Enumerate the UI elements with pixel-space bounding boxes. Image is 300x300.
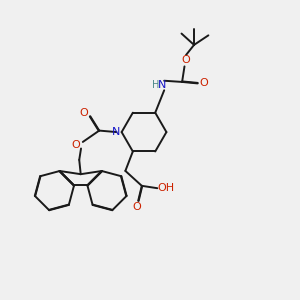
Text: N: N xyxy=(158,80,166,90)
Text: OH: OH xyxy=(157,183,174,193)
Text: O: O xyxy=(182,56,190,65)
Text: H: H xyxy=(152,80,160,90)
Text: O: O xyxy=(72,140,81,150)
Text: N: N xyxy=(112,127,120,137)
Text: O: O xyxy=(199,78,208,88)
Text: O: O xyxy=(79,108,88,118)
Text: O: O xyxy=(132,202,141,212)
